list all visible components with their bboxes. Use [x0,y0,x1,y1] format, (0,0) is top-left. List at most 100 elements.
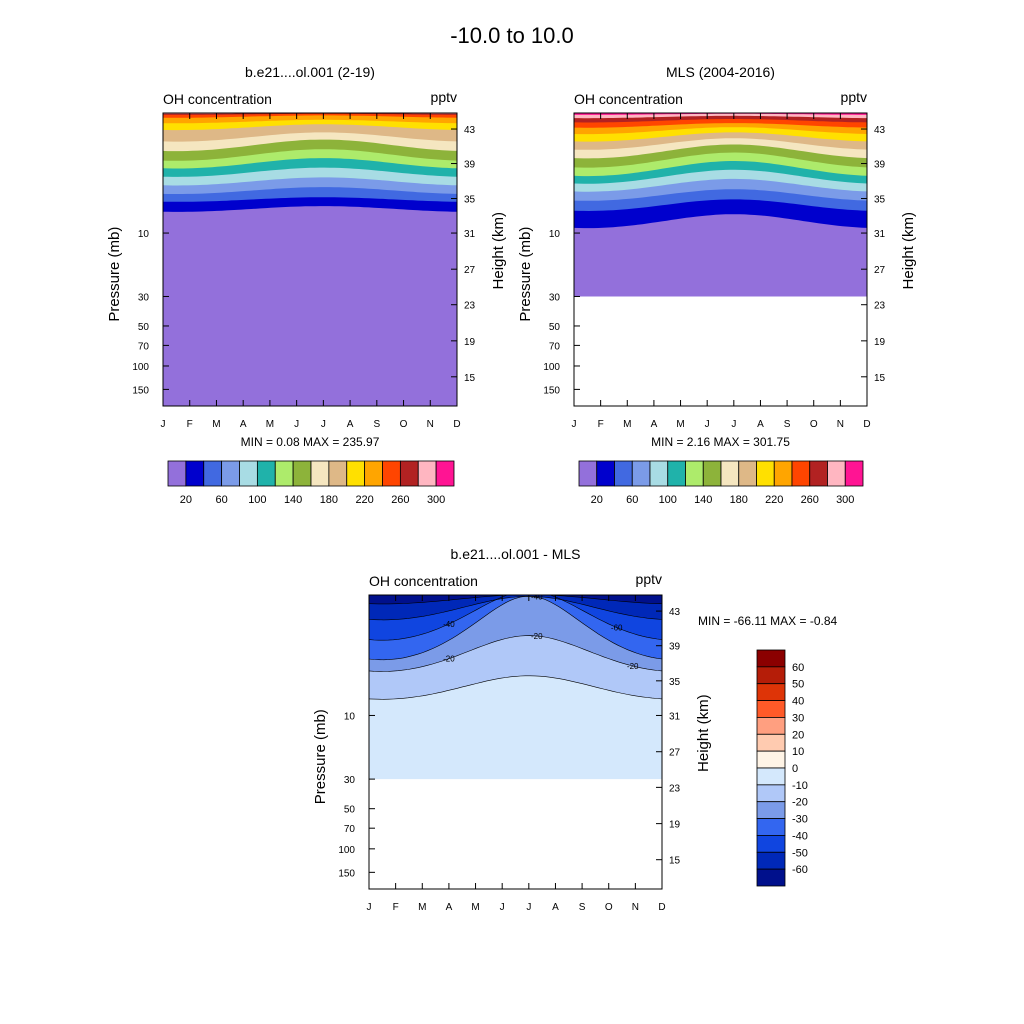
panel-left-label: OH concentration [574,91,683,107]
colorbar: 20 60 100 140 180 220 260 300 [578,460,864,506]
pressure-tick-label: 150 [338,868,355,879]
colorbar-label: -40 [792,830,808,842]
height-tick-label: 23 [464,301,476,312]
month-tick-label: D [863,419,870,430]
colorbar-label: 140 [694,494,712,506]
contour-line [369,596,662,621]
panel-title: MLS (2004-2016) [666,64,775,80]
colorbar-label: 220 [765,494,783,506]
colorbar-swatch [292,460,312,487]
colorbar-label: -10 [792,780,808,792]
colorbar-swatch [756,835,786,853]
colorbar-label: 100 [248,494,266,506]
colorbar-swatch [435,460,455,487]
colorbar-label: 220 [355,494,373,506]
colorbar-swatch [756,683,786,701]
height-tick-label: 15 [669,856,681,867]
height-tick-label: 19 [464,337,476,348]
colorbar-swatch [399,460,419,487]
colorbar-swatch [756,868,786,887]
colorbar-swatch [274,460,294,487]
contour-label: -40 [531,593,543,602]
colorbar-swatch [791,460,811,487]
contour-label: -20 [443,655,455,664]
height-tick-label: 27 [874,265,886,276]
month-tick-label: M [676,419,684,430]
month-tick-label: O [810,419,818,430]
y-axis-title-right: Height (km) [900,212,917,290]
month-tick-label: J [367,902,372,913]
colorbar-label: 50 [792,679,804,691]
colorbar-swatch [720,460,740,487]
colorbar-swatch [756,750,786,769]
colorbar-label: 260 [391,494,409,506]
height-tick-label: 39 [464,160,476,171]
pressure-tick-label: 50 [549,322,561,333]
colorbar-swatch [346,460,366,487]
colorbar-swatch [756,700,786,718]
height-tick-label: 43 [669,607,681,618]
colorbar-label: -60 [792,864,808,876]
colorbar-swatch [756,460,775,487]
colorbar-swatch [756,666,786,685]
contour-band [369,595,662,620]
height-tick-label: 27 [464,265,476,276]
colorbar-swatch [310,460,330,487]
height-tick-label: 43 [874,125,886,136]
height-tick-label: 39 [874,160,886,171]
colorbar-swatch [328,460,348,487]
month-tick-label: J [500,902,505,913]
colorbar-swatch [221,460,240,487]
plot-frame [368,594,663,890]
height-tick-label: 31 [464,229,476,240]
stats-text: MIN = -66.11 MAX = -0.84 [698,614,837,628]
colorbar-swatch [809,460,828,487]
colorbar-swatch [756,717,786,735]
contour-line [369,595,662,661]
colorbar-label: 60 [792,662,804,674]
colorbar: 60 50 40 30 20 10 0 -10 -20 -30 -40 -50 -60 [756,649,808,887]
y-axis-title-right: Height (km) [695,694,712,772]
month-tick-label: D [658,902,665,913]
y-axis-title: Pressure (mb) [517,227,534,322]
colorbar-label: 60 [216,494,228,506]
colorbar-label: 20 [792,729,804,741]
month-tick-label: S [784,419,791,430]
month-tick-label: O [605,902,613,913]
colorbar-swatch [167,460,187,487]
month-tick-label: J [526,902,531,913]
colorbar-swatch [756,818,786,836]
contour-line [369,635,662,672]
contour-label: -40 [443,620,455,629]
colorbar-label: 100 [659,494,677,506]
month-tick-label: M [418,902,426,913]
height-tick-label: 35 [464,195,476,206]
colorbar-swatch [203,460,223,487]
height-tick-label: 23 [669,783,681,794]
contour-band [163,108,457,113]
colorbar-swatch [578,460,598,487]
panel-units-label: pptv [636,571,662,587]
pressure-tick-label: 30 [344,775,356,786]
height-tick-label: 43 [464,125,476,136]
contour-band [369,595,662,604]
pressure-tick-label: 70 [138,341,150,352]
month-tick-label: A [446,902,453,913]
colorbar-label: -20 [792,797,808,809]
month-tick-label: F [598,419,604,430]
panel-1: b.e21....ol.001 (2-19) OH concentration pp… [106,64,507,506]
month-tick-label: J [161,419,166,430]
colorbar-swatch [756,851,786,870]
plot-frame [573,112,868,407]
colorbar-swatch [649,460,669,487]
month-tick-label: M [623,419,631,430]
pressure-tick-label: 70 [549,341,561,352]
stats-text: MIN = 2.16 MAX = 301.75 [651,435,790,449]
month-tick-label: O [400,419,408,430]
pressure-tick-label: 10 [344,711,356,722]
colorbar-label: -50 [792,847,808,859]
panels: b.e21....ol.001 (2-19) OH concentration pp… [106,64,917,913]
height-tick-label: 31 [874,229,886,240]
colorbar-swatch [256,460,276,487]
